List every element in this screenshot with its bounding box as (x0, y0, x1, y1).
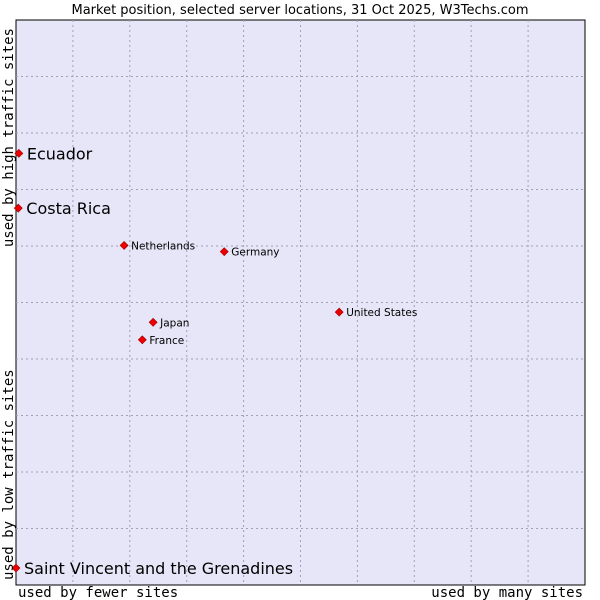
data-label-saint-vincent-and-the-grenadines: Saint Vincent and the Grenadines (24, 559, 293, 578)
data-label-costa-rica: Costa Rica (26, 199, 111, 218)
data-label-france: France (149, 335, 184, 347)
y-axis-label-bottom: used by low traffic sites (1, 369, 17, 580)
data-points: Ecuador Costa Rica Netherlands Germany Unite… (11, 144, 417, 578)
data-label-united-states: United States (346, 307, 417, 319)
x-axis-label-right: used by many sites (431, 585, 583, 600)
data-point-germany (219, 247, 229, 257)
data-point-costa-rica (13, 203, 23, 213)
data-point-japan (148, 317, 158, 327)
data-label-ecuador: Ecuador (27, 144, 93, 163)
data-label-netherlands: Netherlands (131, 240, 195, 252)
data-label-japan: Japan (159, 317, 189, 329)
grid-lines (16, 20, 585, 585)
data-label-germany: Germany (231, 247, 279, 259)
y-axis-label-top: used by high traffic sites (1, 28, 17, 247)
data-point-netherlands (119, 241, 129, 250)
x-axis-label-left: used by fewer sites (18, 585, 178, 600)
data-point-ecuador (14, 148, 24, 158)
data-point-united-states (334, 307, 344, 317)
chart-title: Market position, selected server locatio… (71, 3, 528, 18)
data-point-france (137, 335, 147, 345)
data-point-saint-vincent-and-the-grenadines (11, 563, 21, 573)
